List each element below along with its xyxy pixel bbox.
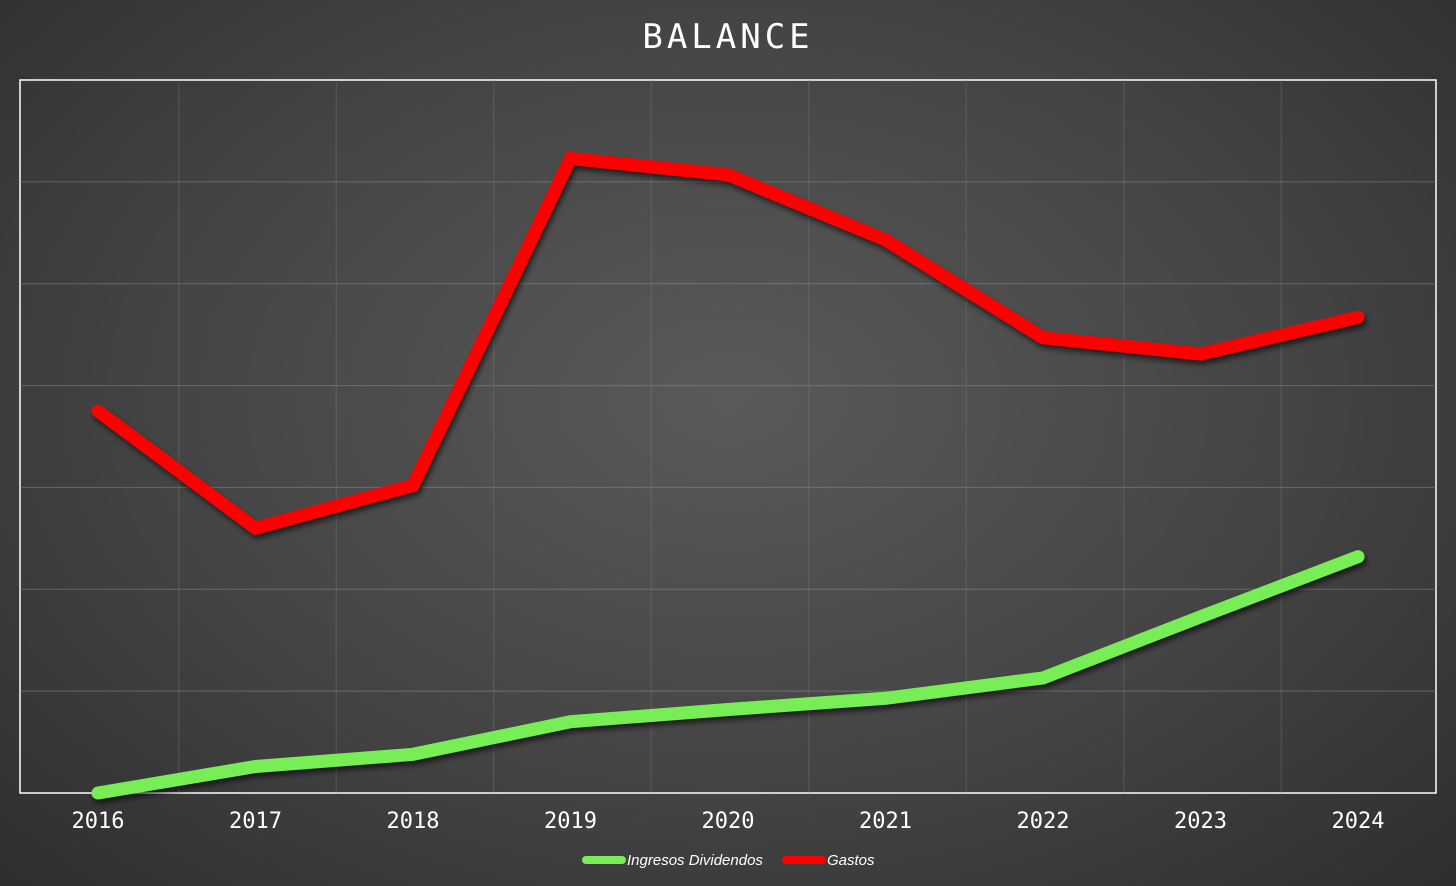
x-tick-label: 2019 [544,809,597,834]
series-line-gastos [91,151,1365,536]
x-tick-label: 2018 [387,809,440,834]
gridlines [20,80,1436,793]
x-tick-label: 2021 [859,809,912,834]
x-tick-label: 2022 [1017,809,1070,834]
chart-title: BALANCE [642,17,813,57]
x-tick-label: 2016 [72,809,125,834]
legend-label: Ingresos Dividendos [627,852,763,869]
plot-area-border [19,79,1437,794]
series-line-ingresos-dividendos [91,550,1365,800]
series-lines [91,151,1365,800]
x-tick-label: 2024 [1332,809,1385,834]
x-tick-label: 2017 [229,809,282,834]
legend: Ingresos Dividendos Gastos [582,852,875,869]
x-tick-label: 2023 [1174,809,1227,834]
legend-label: Gastos [827,852,875,869]
x-axis-tick-labels: 2016 2017 2018 2019 2020 2021 2022 2023 2024 [72,809,1385,834]
x-tick-label: 2020 [702,809,755,834]
